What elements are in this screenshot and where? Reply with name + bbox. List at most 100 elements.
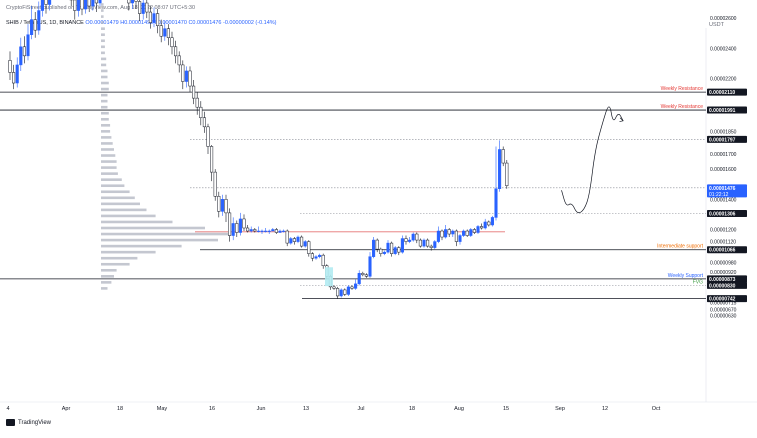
candle-body	[354, 283, 358, 289]
candle-body	[260, 230, 264, 232]
candle-body	[22, 46, 26, 57]
volume-profile-bar	[101, 166, 117, 169]
candle-body	[397, 247, 401, 253]
candle-body	[199, 106, 203, 119]
volume-profile-bar	[101, 184, 125, 188]
candle-body	[289, 238, 293, 244]
x-tick-label: May	[157, 406, 168, 412]
volume-profile-bar	[101, 148, 114, 151]
candle-body	[246, 227, 250, 232]
price-badge-weekly-support	[707, 275, 747, 283]
volume-profile-bar	[101, 268, 117, 272]
y-tick-label: 0.00001850	[710, 129, 737, 135]
volume-profile-bar	[101, 93, 108, 97]
candle-body	[368, 256, 372, 277]
candle-body	[364, 274, 368, 277]
volume-profile-bar	[101, 208, 147, 212]
candle-body	[159, 25, 163, 37]
price-badge-text: 0.00000873	[709, 277, 736, 283]
candle-body	[8, 60, 12, 73]
candle-body	[451, 230, 455, 235]
price-badge-intermediate-support	[707, 246, 747, 254]
volume-profile-bar	[101, 281, 112, 284]
candle-body	[238, 218, 242, 233]
candle-body	[84, 0, 88, 10]
level-label-fvg: FVG	[693, 279, 703, 285]
candle-body	[303, 241, 307, 247]
candle-body	[217, 196, 221, 212]
volume-profile-bar	[101, 69, 108, 73]
projection-arrow-icon	[619, 117, 624, 122]
candle-body	[393, 247, 397, 254]
candle-body	[177, 55, 181, 66]
y-tick-label: 0.00000715	[710, 301, 737, 307]
price-badge-current-price	[707, 184, 747, 198]
candle-body	[278, 230, 282, 233]
candle-body	[170, 37, 174, 48]
volume-profile-bar	[101, 172, 118, 175]
level-label-weekly-support: Weekly Support	[668, 273, 704, 279]
volume-profile-bar	[101, 27, 105, 30]
candle-body	[80, 0, 84, 10]
candle-body	[411, 233, 415, 241]
volume-profile-bar	[101, 196, 135, 200]
volume-profile-bar	[101, 9, 104, 12]
candle-body	[181, 64, 185, 82]
candle-body	[490, 217, 494, 226]
volume-profile	[101, 3, 505, 290]
y-tick-label: 0.00000630	[710, 314, 737, 320]
price-badge-level-1797	[707, 135, 747, 143]
volume-profile-bar	[101, 15, 104, 18]
candle-body	[44, 0, 48, 5]
price-badges: 0.00002110 Weekly Resistance 0.00001991 Wee…	[657, 86, 747, 303]
candle-body	[314, 256, 318, 259]
candle-body	[256, 230, 260, 232]
volume-profile-bar	[101, 45, 105, 49]
candle-body	[318, 254, 322, 257]
volume-profile-bar	[101, 124, 111, 127]
candle-body	[382, 251, 386, 254]
y-tick-label: 0.00001120	[710, 240, 736, 246]
candle-body	[483, 221, 487, 229]
candle-body	[339, 289, 343, 297]
candle-body	[94, 0, 98, 4]
candle-body	[310, 253, 314, 259]
volume-profile-bar	[101, 81, 109, 85]
candle-body	[321, 254, 325, 266]
x-tick-label: Jun	[257, 406, 266, 412]
candle-body	[462, 230, 466, 236]
candle-body	[465, 230, 469, 236]
brand-name: TradingView	[18, 419, 52, 426]
level-label-weekly-resistance-lower: Weekly Resistance	[661, 104, 704, 110]
time-axis: 4 Apr 18 May 16 Jun 13 Jul 18 Aug 15 Sep 12 Oct	[6, 406, 660, 412]
volume-profile-bar	[101, 160, 117, 163]
candle-body	[253, 229, 257, 232]
y-tick-label: 0.00000980	[710, 261, 737, 267]
candle-body	[206, 126, 210, 147]
candle-body	[174, 46, 178, 57]
volume-profile-bar	[101, 3, 104, 6]
x-tick-label: 4	[6, 406, 9, 412]
volume-profile-bar	[101, 214, 156, 218]
candle-body	[379, 248, 383, 254]
candle-body	[487, 221, 491, 226]
candle-body	[40, 0, 44, 11]
countdown-text: 01:22:12	[709, 192, 729, 198]
volume-profile-bar	[101, 130, 111, 133]
price-axis: 0.000032000.000030000.000028000.00002600…	[710, 16, 737, 320]
candle-body	[300, 236, 304, 247]
candle-body	[134, 0, 138, 2]
candle-body	[426, 239, 430, 247]
volume-profile-bar	[101, 136, 112, 139]
candle-body	[404, 238, 408, 242]
candle-body	[192, 85, 196, 99]
candle-body	[372, 239, 376, 257]
volume-profile-bar	[101, 117, 109, 121]
price-badge-text: 0.00001476	[709, 186, 736, 192]
candle-body	[163, 28, 167, 37]
price-badge-text: 0.00000830	[709, 283, 736, 289]
candle-body	[138, 1, 142, 14]
candle-body	[145, 2, 149, 13]
candle-body	[343, 289, 347, 295]
